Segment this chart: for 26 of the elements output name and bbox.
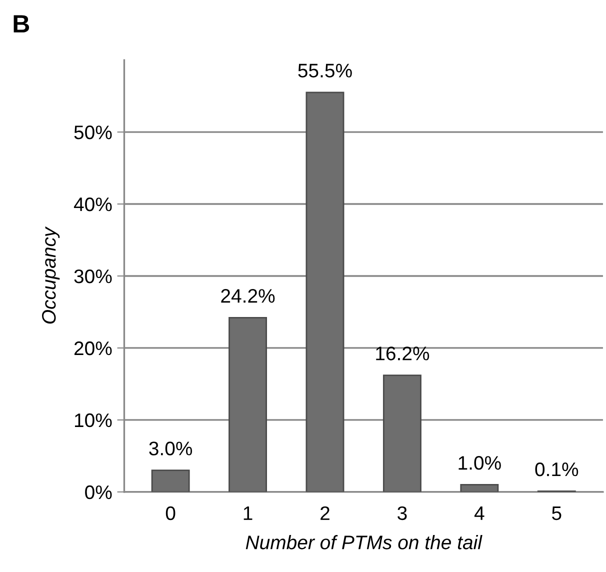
y-tick-label: 30% — [74, 269, 112, 284]
bar — [151, 470, 190, 492]
x-tick-label: 2 — [320, 506, 330, 520]
y-axis-title: Occupancy — [42, 226, 60, 324]
x-tick-label: 1 — [244, 506, 252, 520]
data-label: 3.0% — [149, 442, 192, 456]
x-tick-label: 3 — [398, 506, 407, 520]
data-label: 16.2% — [376, 346, 430, 360]
data-label: 24.2% — [221, 289, 275, 303]
bar — [228, 317, 268, 492]
bar — [306, 92, 344, 492]
text: B — [14, 15, 30, 32]
y-tick-label: 50% — [74, 126, 112, 140]
x-tick-label: 5 — [552, 506, 562, 520]
x-tick-label: 4 — [474, 506, 484, 520]
data-label: 1.0% — [458, 456, 501, 470]
data-label: 55.5% — [298, 64, 352, 78]
bar — [460, 484, 499, 492]
x-tick-label: 0 — [166, 506, 176, 520]
x-axis-title: Number of PTMs on the tail — [246, 535, 482, 550]
y-tick-label: 20% — [74, 341, 112, 356]
bar — [382, 374, 422, 492]
y-tick-label: 10% — [74, 413, 112, 428]
y-tick-label: 0% — [85, 485, 112, 500]
data-label: 0.1% — [535, 462, 578, 476]
y-tick-label: 40% — [74, 197, 112, 212]
